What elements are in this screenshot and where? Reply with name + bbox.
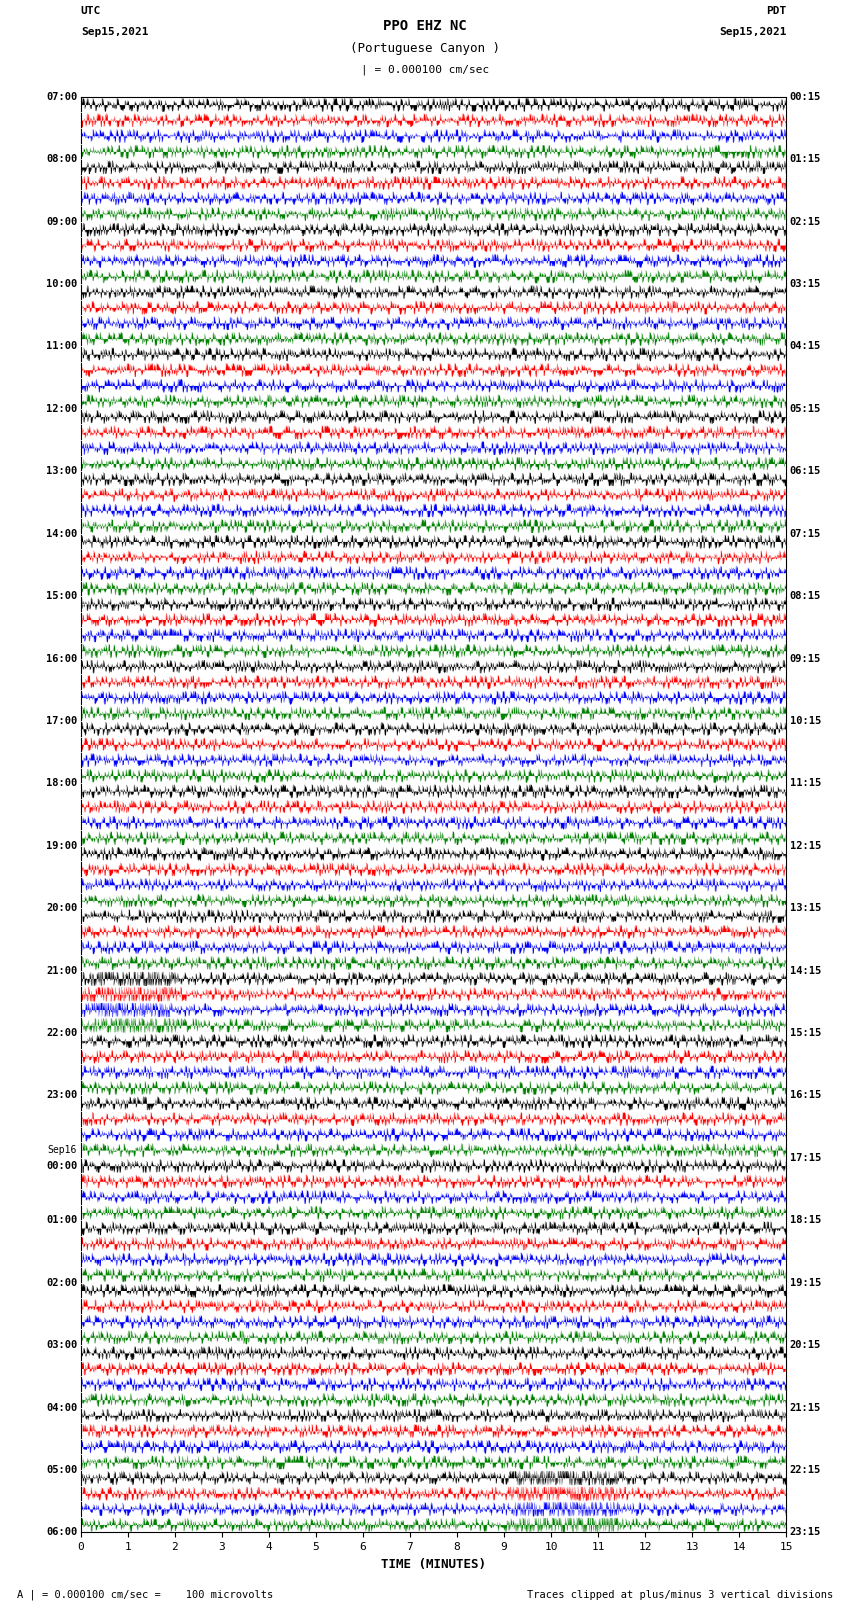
Text: 14:00: 14:00 xyxy=(46,529,77,539)
Text: 08:15: 08:15 xyxy=(790,590,821,602)
Text: 07:00: 07:00 xyxy=(46,92,77,102)
Text: 16:15: 16:15 xyxy=(790,1090,821,1100)
Text: 21:00: 21:00 xyxy=(46,966,77,976)
Text: 10:15: 10:15 xyxy=(790,716,821,726)
Text: A | = 0.000100 cm/sec =    100 microvolts: A | = 0.000100 cm/sec = 100 microvolts xyxy=(17,1589,273,1600)
Text: 00:15: 00:15 xyxy=(790,92,821,102)
Text: 17:00: 17:00 xyxy=(46,716,77,726)
Text: 03:00: 03:00 xyxy=(46,1340,77,1350)
Text: 01:15: 01:15 xyxy=(790,155,821,165)
Text: 14:15: 14:15 xyxy=(790,966,821,976)
Text: Sep15,2021: Sep15,2021 xyxy=(81,27,148,37)
Text: 17:15: 17:15 xyxy=(790,1153,821,1163)
Text: Sep16: Sep16 xyxy=(48,1145,77,1155)
Text: 21:15: 21:15 xyxy=(790,1403,821,1413)
Text: 02:15: 02:15 xyxy=(790,216,821,226)
Text: 09:00: 09:00 xyxy=(46,216,77,226)
Text: 06:00: 06:00 xyxy=(46,1528,77,1537)
Text: 20:15: 20:15 xyxy=(790,1340,821,1350)
Text: Sep15,2021: Sep15,2021 xyxy=(719,27,786,37)
Text: UTC: UTC xyxy=(81,6,101,16)
Text: (Portuguese Canyon ): (Portuguese Canyon ) xyxy=(350,42,500,55)
Text: 18:00: 18:00 xyxy=(46,779,77,789)
Text: 11:00: 11:00 xyxy=(46,342,77,352)
Text: 08:00: 08:00 xyxy=(46,155,77,165)
Text: 15:00: 15:00 xyxy=(46,590,77,602)
Text: 20:00: 20:00 xyxy=(46,903,77,913)
Text: 22:15: 22:15 xyxy=(790,1465,821,1474)
Text: 00:00: 00:00 xyxy=(46,1161,77,1171)
Text: 04:15: 04:15 xyxy=(790,342,821,352)
Text: 09:15: 09:15 xyxy=(790,653,821,663)
Text: 23:15: 23:15 xyxy=(790,1528,821,1537)
Text: 07:15: 07:15 xyxy=(790,529,821,539)
Text: PDT: PDT xyxy=(766,6,786,16)
Text: 13:00: 13:00 xyxy=(46,466,77,476)
Text: 15:15: 15:15 xyxy=(790,1027,821,1039)
Text: 12:15: 12:15 xyxy=(790,840,821,850)
Text: | = 0.000100 cm/sec: | = 0.000100 cm/sec xyxy=(361,65,489,76)
Text: 06:15: 06:15 xyxy=(790,466,821,476)
Text: 22:00: 22:00 xyxy=(46,1027,77,1039)
Text: 05:00: 05:00 xyxy=(46,1465,77,1474)
Text: 19:00: 19:00 xyxy=(46,840,77,850)
Text: Traces clipped at plus/minus 3 vertical divisions: Traces clipped at plus/minus 3 vertical … xyxy=(527,1590,833,1600)
X-axis label: TIME (MINUTES): TIME (MINUTES) xyxy=(381,1558,486,1571)
Text: 23:00: 23:00 xyxy=(46,1090,77,1100)
Text: 04:00: 04:00 xyxy=(46,1403,77,1413)
Text: 05:15: 05:15 xyxy=(790,403,821,415)
Text: 02:00: 02:00 xyxy=(46,1277,77,1287)
Text: 12:00: 12:00 xyxy=(46,403,77,415)
Text: 18:15: 18:15 xyxy=(790,1215,821,1226)
Text: 19:15: 19:15 xyxy=(790,1277,821,1287)
Text: 03:15: 03:15 xyxy=(790,279,821,289)
Text: 10:00: 10:00 xyxy=(46,279,77,289)
Text: 01:00: 01:00 xyxy=(46,1215,77,1226)
Text: 16:00: 16:00 xyxy=(46,653,77,663)
Text: PPO EHZ NC: PPO EHZ NC xyxy=(383,19,467,34)
Text: 13:15: 13:15 xyxy=(790,903,821,913)
Text: 11:15: 11:15 xyxy=(790,779,821,789)
